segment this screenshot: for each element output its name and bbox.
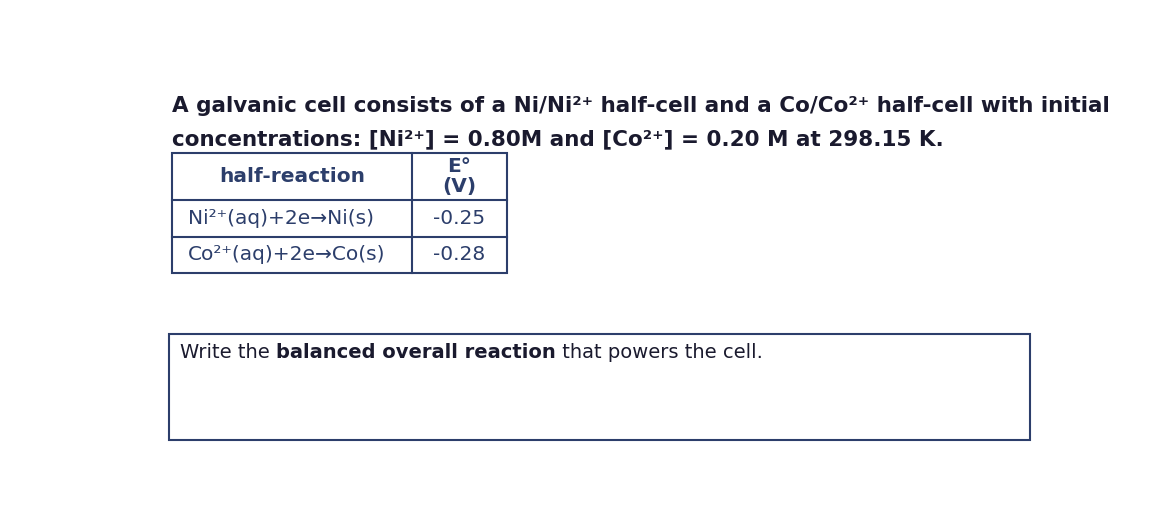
Text: balanced overall reaction: balanced overall reaction [276, 343, 556, 362]
Text: Co²⁺(aq)+2e→Co(s): Co²⁺(aq)+2e→Co(s) [188, 245, 385, 264]
Text: concentrations: [Ni²⁺] = 0.80M and [Co²⁺] = 0.20 M at 298.15 K.: concentrations: [Ni²⁺] = 0.80M and [Co²⁺… [172, 129, 943, 149]
Bar [168, 334, 1031, 440]
Bar [172, 153, 507, 273]
Text: that powers the cell.: that powers the cell. [556, 343, 763, 362]
Text: (V): (V) [442, 177, 476, 196]
Text: E°: E° [448, 157, 472, 176]
Text: A galvanic cell consists of a Ni/Ni²⁺ half-cell and a Co/Co²⁺ half-cell with ini: A galvanic cell consists of a Ni/Ni²⁺ ha… [172, 96, 1109, 116]
Text: -0.28: -0.28 [433, 245, 486, 264]
Text: Write the: Write the [180, 343, 276, 362]
Text: Ni²⁺(aq)+2e→Ni(s): Ni²⁺(aq)+2e→Ni(s) [188, 209, 374, 228]
Text: half-reaction: half-reaction [219, 167, 365, 186]
Text: -0.25: -0.25 [433, 209, 486, 228]
